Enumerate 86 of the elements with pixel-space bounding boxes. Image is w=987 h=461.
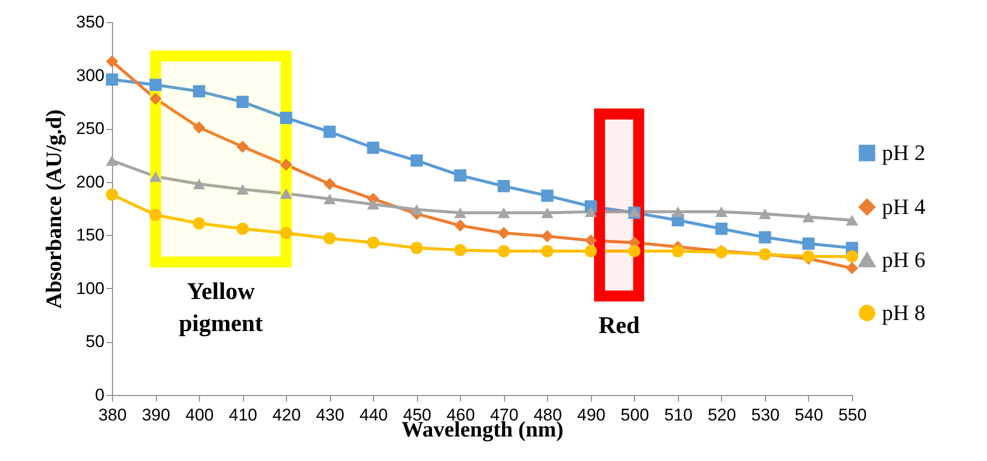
- point: [324, 194, 336, 204]
- point: [802, 212, 815, 222]
- y-axis-title: Absorbance (AU/g.d): [41, 109, 66, 309]
- point: [846, 262, 858, 274]
- point: [324, 126, 336, 138]
- point: [584, 245, 597, 258]
- point: [410, 154, 423, 167]
- x-tick-label: 390: [142, 406, 170, 424]
- x-tick-label: 520: [708, 406, 736, 424]
- x-tick-label: 400: [185, 406, 214, 424]
- x-tick-label: 550: [838, 406, 867, 424]
- point: [106, 155, 118, 166]
- y-tick-label: 350: [76, 12, 104, 32]
- point: [541, 207, 554, 218]
- point: [280, 112, 292, 124]
- point: [192, 121, 206, 134]
- point: [149, 208, 162, 222]
- legend-label: pH 2: [882, 140, 926, 165]
- point: [149, 171, 162, 182]
- point: [584, 234, 597, 247]
- point: [149, 92, 162, 105]
- x-tick-label: 430: [316, 406, 344, 424]
- point: [236, 184, 249, 195]
- point: [149, 78, 162, 91]
- point: [584, 206, 597, 217]
- legend-label: pH 8: [882, 300, 926, 325]
- x-tick-label: 440: [359, 406, 388, 424]
- x-tick-label: 490: [577, 406, 606, 424]
- x-tick-label: 530: [751, 406, 780, 424]
- x-tick-label: 500: [620, 406, 650, 424]
- band-label: Yellow pigment: [178, 279, 263, 337]
- x-tick-label: 510: [664, 406, 693, 424]
- point: [454, 219, 466, 232]
- point: [454, 244, 466, 256]
- point: [367, 142, 380, 154]
- point: [628, 245, 640, 258]
- point: [324, 178, 336, 190]
- point: [192, 217, 206, 230]
- point: [454, 207, 466, 218]
- point: [672, 206, 684, 217]
- point: [367, 198, 380, 210]
- point: [454, 169, 466, 182]
- y-tick-label: 300: [76, 66, 104, 85]
- y-tick-label: 250: [76, 119, 104, 138]
- point: [280, 188, 292, 199]
- point: [324, 232, 336, 244]
- point: [672, 245, 684, 258]
- point: [367, 236, 380, 249]
- point: [541, 190, 554, 202]
- x-tick-label: 420: [272, 406, 301, 424]
- point: [280, 158, 292, 171]
- point: [236, 96, 249, 108]
- point: [541, 230, 554, 242]
- point: [758, 231, 772, 244]
- point: [758, 208, 772, 220]
- point: [410, 204, 423, 215]
- point: [106, 188, 118, 201]
- point: [846, 250, 858, 263]
- point: [498, 180, 510, 192]
- y-tick-label: 150: [76, 226, 104, 245]
- point: [192, 85, 206, 98]
- point: [106, 55, 118, 68]
- point: [410, 242, 423, 254]
- point: [280, 226, 292, 240]
- y-tick-label: 50: [86, 332, 104, 352]
- point: [846, 214, 858, 226]
- y-tick-label: 100: [76, 278, 104, 298]
- x-tick-label: 410: [228, 406, 258, 424]
- x-tick-label: 540: [794, 406, 824, 424]
- legend-label: pH 6: [882, 247, 926, 272]
- point: [715, 222, 728, 235]
- point: [236, 222, 249, 235]
- point: [498, 245, 510, 258]
- y-tick-label: 0: [95, 386, 104, 404]
- point: [106, 73, 118, 86]
- legend-label: pH 4: [882, 194, 926, 219]
- point: [192, 178, 206, 190]
- y-tick-label: 200: [76, 172, 104, 192]
- point: [541, 245, 554, 258]
- point: [715, 206, 728, 217]
- point: [498, 226, 510, 240]
- point: [802, 238, 815, 250]
- x-tick-label: 380: [98, 406, 127, 424]
- point: [236, 140, 249, 153]
- band-label: Red: [598, 313, 640, 339]
- point: [498, 207, 510, 218]
